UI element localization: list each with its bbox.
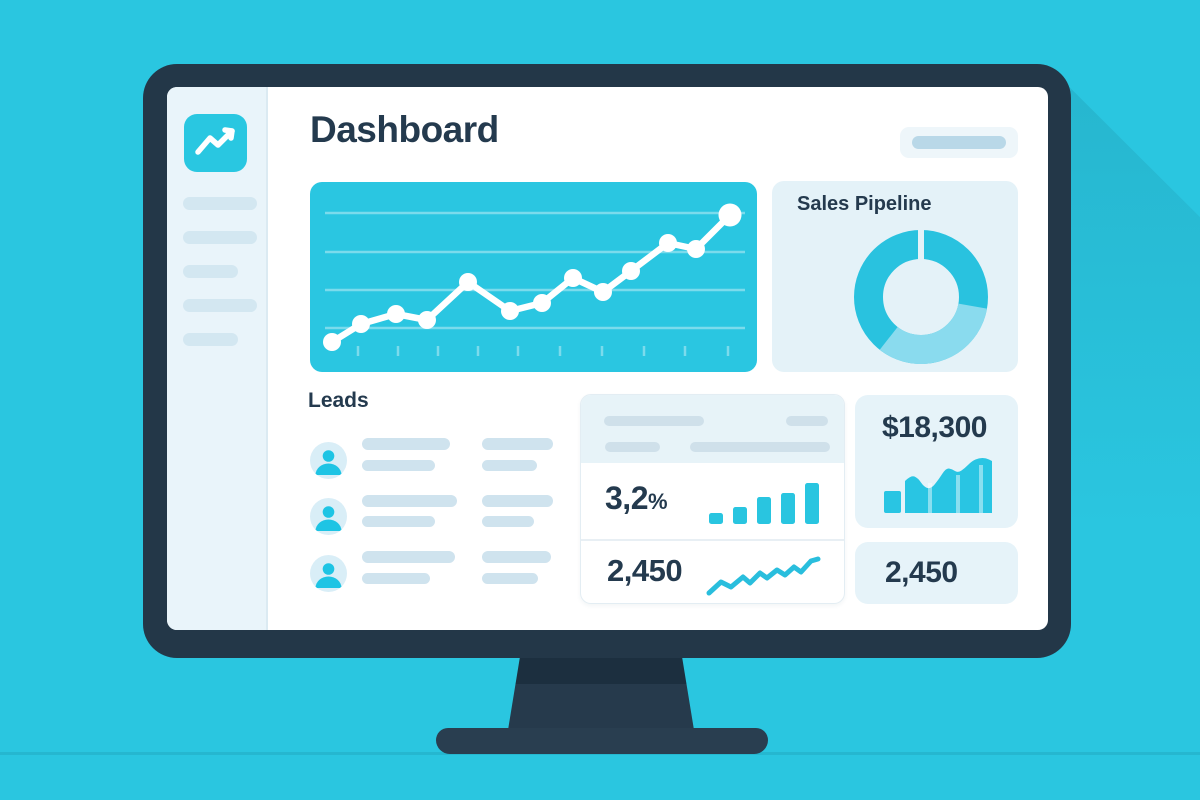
stats-header-placeholder <box>604 416 704 426</box>
conversion-bar-chart <box>709 483 819 524</box>
monitor-stand-neck <box>508 656 694 730</box>
leads-title: Leads <box>308 389 369 412</box>
revenue-value: $18,300 <box>882 411 987 444</box>
lead-text-placeholder <box>482 438 553 450</box>
lead-text-placeholder <box>362 459 435 471</box>
person-icon <box>315 562 342 588</box>
revenue-card[interactable]: $18,300 <box>855 395 1018 528</box>
conversion-rate-value: 3,2% <box>605 480 668 516</box>
monitor-frame: Dashboard Sales Pipeline Leads 3,2% 2,45 <box>143 64 1071 658</box>
person-icon <box>315 506 342 531</box>
stats-header-placeholder <box>690 442 830 452</box>
dashboard-screen: Dashboard Sales Pipeline Leads 3,2% 2,45 <box>167 87 1048 630</box>
sidebar <box>167 87 268 630</box>
sidebar-nav-item[interactable] <box>183 299 257 312</box>
lead-text-placeholder <box>482 494 553 507</box>
lead-text-placeholder <box>482 516 534 527</box>
lead-text-placeholder <box>482 572 538 584</box>
trend-line-icon <box>195 127 235 155</box>
count-card[interactable]: 2,450 <box>855 542 1018 604</box>
lead-text-placeholder <box>362 438 450 450</box>
conversion-rate-unit: % <box>647 489 668 514</box>
app-logo[interactable] <box>184 114 247 172</box>
sidebar-nav-item[interactable] <box>183 333 238 346</box>
stats-panel-header <box>581 395 844 463</box>
lead-text-placeholder <box>482 459 537 471</box>
stats-header-placeholder <box>786 416 828 426</box>
trend-sparkline-chart <box>706 556 821 596</box>
lead-text-placeholder <box>482 551 551 563</box>
lead-text-placeholder <box>362 572 430 584</box>
lead-avatar <box>310 441 347 479</box>
performance-chart-panel <box>310 182 757 372</box>
lead-avatar <box>310 554 347 592</box>
monitor-stand-base <box>436 728 768 754</box>
sidebar-nav-item[interactable] <box>183 231 257 244</box>
stats-header-placeholder <box>605 442 660 452</box>
page-title: Dashboard <box>310 109 499 150</box>
sales-pipeline-title: Sales Pipeline <box>797 193 932 215</box>
stats-panel: 3,2% 2,450 <box>580 394 845 604</box>
person-icon <box>315 449 342 475</box>
stats-divider <box>581 539 844 541</box>
header-pill-placeholder <box>912 136 1006 149</box>
lead-text-placeholder <box>362 516 435 527</box>
sidebar-nav-item[interactable] <box>183 197 257 210</box>
count-value: 2,450 <box>885 556 958 589</box>
sidebar-nav-item[interactable] <box>183 265 238 278</box>
header-pill-button[interactable] <box>900 127 1018 158</box>
sales-pipeline-donut-chart <box>854 230 988 364</box>
lead-text-placeholder <box>362 551 455 563</box>
trend-count-value: 2,450 <box>607 553 683 588</box>
lead-avatar <box>310 498 347 535</box>
revenue-area-chart <box>884 458 992 513</box>
lead-text-placeholder <box>362 494 457 507</box>
sales-pipeline-panel: Sales Pipeline <box>772 181 1018 372</box>
performance-line-chart <box>323 203 745 356</box>
